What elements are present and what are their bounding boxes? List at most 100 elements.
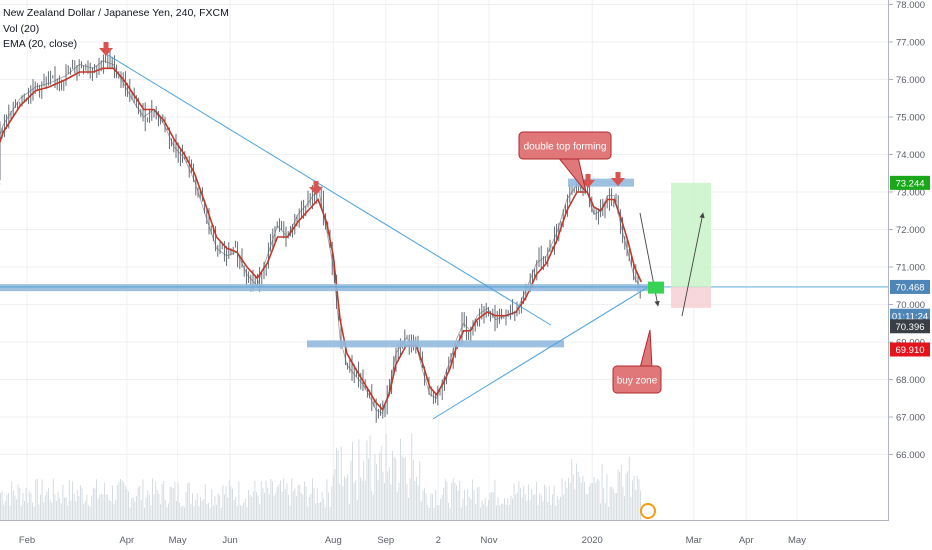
volume-bar <box>99 494 101 520</box>
volume-bar <box>382 471 384 520</box>
volume-bar <box>595 482 597 520</box>
volume-bar <box>166 507 168 520</box>
volume-bar <box>401 455 403 520</box>
volume-bar <box>281 491 283 520</box>
volume-bar <box>172 488 174 520</box>
volume-bar <box>536 482 537 520</box>
volume-bar <box>440 498 441 520</box>
volume-bar <box>203 499 205 520</box>
volume-bar <box>505 504 507 520</box>
volume-bar <box>560 496 561 520</box>
volume-bar <box>179 502 181 520</box>
volume-bar <box>348 503 350 520</box>
volume-bar <box>291 478 293 520</box>
volume-bar <box>345 478 347 520</box>
volume-bar <box>494 479 496 520</box>
volume-bar <box>300 492 302 520</box>
volume-bar <box>116 485 118 520</box>
volume-bar <box>161 484 163 520</box>
volume-bar <box>224 494 225 520</box>
volume-bar <box>185 491 187 520</box>
y-tick-label: 76.000 <box>896 75 925 86</box>
volume-bar <box>534 494 536 520</box>
volume-bar <box>83 503 85 520</box>
volume-bar <box>246 507 248 520</box>
volume-bar <box>432 494 433 520</box>
volume-bar <box>265 480 267 520</box>
volume-bar <box>24 500 25 520</box>
volume-bar <box>555 505 557 520</box>
volume-bar <box>484 498 486 520</box>
volume-bar <box>217 493 219 520</box>
volume-bar <box>0 493 1 520</box>
volume-bar <box>580 482 582 520</box>
volume-bar <box>128 491 129 520</box>
volume-bar <box>539 493 541 520</box>
watermark-logo <box>640 503 656 519</box>
volume-bar <box>625 473 627 520</box>
volume-bar <box>366 440 368 520</box>
volume-bar <box>408 497 409 520</box>
volume-bar <box>638 479 640 520</box>
volume-bar <box>36 478 38 520</box>
volume-bar <box>219 495 221 520</box>
volume-bar <box>624 495 625 520</box>
x-tick-label: May <box>169 535 187 546</box>
volume-bar <box>433 507 435 520</box>
volume-bar <box>350 460 352 520</box>
volume-bar <box>488 500 489 520</box>
volume-bar <box>462 498 464 520</box>
volume-bar <box>43 502 45 520</box>
volume-bar <box>323 498 325 520</box>
volume-bar <box>576 463 577 520</box>
volume-bar <box>8 492 9 520</box>
volume-bar <box>76 489 78 520</box>
y-tick-label: 66.000 <box>896 450 925 461</box>
volume-bar <box>361 480 363 520</box>
volume-bar <box>44 495 46 520</box>
volume-bar <box>622 486 624 520</box>
volume-bar <box>9 505 11 520</box>
volume-bar <box>596 479 598 520</box>
volume-bar <box>334 469 336 520</box>
volume-bar <box>616 493 617 520</box>
y-tick-label: 71.000 <box>896 263 925 274</box>
volume-bar <box>379 452 381 520</box>
volume-bar <box>92 487 94 520</box>
price-label: 73.244 <box>895 178 924 189</box>
volume-bar <box>28 491 30 520</box>
volume-bar <box>169 486 171 520</box>
volume-bar <box>452 478 454 520</box>
volume-bar <box>601 463 603 520</box>
volume-bar <box>75 500 77 520</box>
volume-bar <box>216 504 217 520</box>
volume-bar <box>550 504 552 520</box>
volume-bar <box>272 481 273 520</box>
volume-bar <box>364 480 366 520</box>
volume-bar <box>438 505 440 520</box>
volume-bar <box>97 498 99 520</box>
volume-bar <box>17 484 19 520</box>
volume-bar <box>414 480 416 520</box>
price-label-bg <box>890 175 930 190</box>
resistance-zone <box>307 340 564 348</box>
price-label-bg <box>890 319 930 334</box>
volume-bar <box>30 493 32 520</box>
volume-bar <box>94 488 96 520</box>
volume-bar <box>284 488 286 520</box>
volume-bar <box>195 499 197 520</box>
volume-bar <box>182 505 184 520</box>
volume-bar <box>81 488 83 520</box>
volume-bar <box>353 482 355 520</box>
volume-bar <box>235 497 237 520</box>
volume-bar <box>20 505 22 520</box>
volume-bar <box>12 490 14 520</box>
volume-bar <box>6 494 8 520</box>
volume-bar <box>577 471 579 520</box>
x-tick-label: Apr <box>739 535 754 546</box>
x-tick-label: Apr <box>119 535 134 546</box>
volume-bar <box>158 493 160 520</box>
volume-bar <box>320 501 321 520</box>
